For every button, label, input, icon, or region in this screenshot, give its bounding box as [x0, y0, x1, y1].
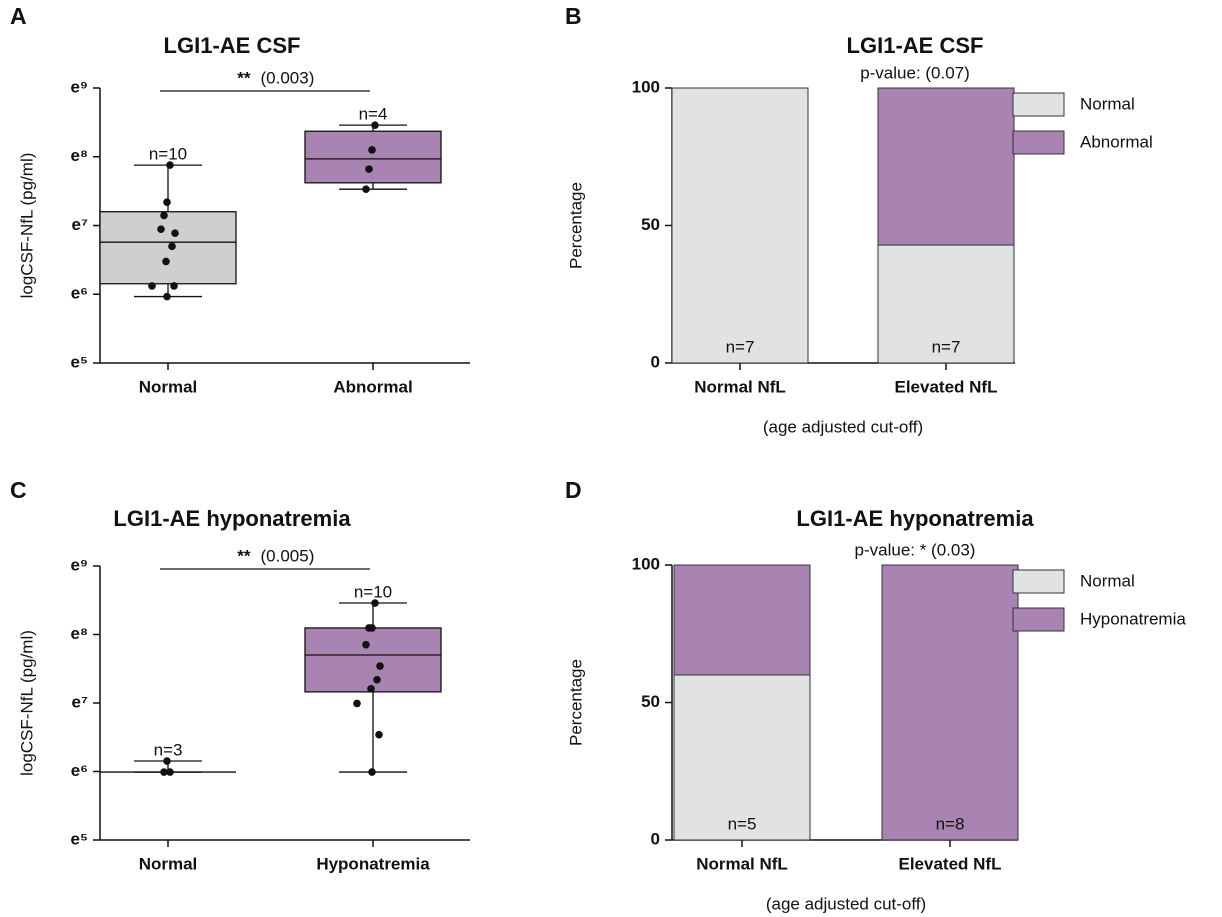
data-point	[166, 768, 174, 776]
chart-title: LGI1-AE hyponatremia	[796, 506, 1034, 531]
bar-segment	[881, 564, 1019, 841]
n-label: n=5	[728, 814, 757, 833]
legend-label: Hyponatremia	[1080, 609, 1186, 628]
x-axis-label: (age adjusted cut-off)	[766, 894, 926, 913]
n-label: n=10	[149, 145, 187, 164]
bar-segment	[671, 87, 809, 364]
y-tick-label: e⁵	[71, 829, 88, 848]
data-point	[168, 242, 176, 251]
x-tick-label: Normal	[139, 854, 198, 873]
data-point	[166, 161, 174, 169]
n-label: n=3	[154, 741, 183, 760]
y-tick-label: 100	[632, 554, 660, 573]
p-value: (0.003)	[261, 68, 315, 87]
data-point	[163, 198, 171, 206]
x-axis-label: (age adjusted cut-off)	[763, 417, 923, 436]
x-tick-label: Normal NfL	[694, 377, 786, 396]
x-tick-label: Normal NfL	[696, 854, 788, 873]
x-tick-label: Elevated NfL	[895, 377, 998, 396]
x-tick-label: Elevated NfL	[899, 854, 1002, 873]
data-point	[162, 257, 170, 266]
y-tick-label: e⁶	[71, 761, 88, 780]
data-point	[157, 225, 165, 233]
bar-segment	[877, 244, 1015, 364]
y-tick-label: 50	[641, 692, 660, 711]
p-value: p-value: * (0.03)	[855, 540, 976, 559]
y-tick-label: e⁵	[71, 352, 88, 371]
box	[304, 627, 442, 693]
p-value: (0.005)	[261, 546, 315, 565]
y-tick-label: 100	[632, 77, 660, 96]
chart-title: LGI1-AE CSF	[847, 33, 984, 58]
legend-swatch	[1012, 92, 1065, 117]
box	[304, 130, 442, 184]
panel-letter: B	[565, 3, 582, 29]
x-tick-label: Normal	[139, 377, 198, 396]
data-point	[373, 675, 381, 684]
y-tick-label: e⁶	[71, 284, 88, 303]
n-label: n=7	[726, 337, 755, 356]
data-point	[160, 211, 168, 220]
data-point	[376, 662, 384, 670]
bar-segment	[673, 564, 811, 676]
data-point	[365, 165, 373, 173]
legend-swatch	[1012, 569, 1065, 594]
y-tick-label: e⁸	[71, 146, 89, 165]
data-point	[367, 684, 375, 693]
significance-stars: **	[237, 546, 251, 565]
data-point	[362, 640, 370, 649]
y-tick-label: 0	[651, 352, 660, 371]
n-label: n=7	[932, 337, 961, 356]
significance-stars: **	[237, 68, 251, 87]
bar-segment	[877, 87, 1015, 246]
data-point	[368, 146, 376, 154]
y-tick-label: e⁸	[71, 624, 89, 643]
legend-label: Normal	[1080, 571, 1135, 590]
y-axis-label: Percentage	[566, 182, 585, 269]
data-point	[365, 624, 373, 632]
n-label: n=10	[354, 583, 392, 602]
x-tick-label: Abnormal	[333, 377, 412, 396]
chart-title: LGI1-AE CSF	[164, 33, 301, 58]
n-label: n=4	[359, 105, 388, 124]
legend-label: Normal	[1080, 94, 1135, 113]
data-point	[163, 292, 171, 301]
legend-label: Abnormal	[1080, 132, 1153, 151]
data-point	[368, 768, 376, 776]
y-tick-label: 0	[651, 829, 660, 848]
y-tick-label: e⁷	[72, 692, 88, 711]
y-tick-label: e⁷	[72, 215, 88, 234]
chart-title: LGI1-AE hyponatremia	[113, 506, 351, 531]
legend-swatch	[1012, 130, 1065, 155]
data-point	[362, 185, 370, 193]
y-axis-label: Percentage	[566, 659, 585, 746]
y-axis-label: logCSF-NfL (pg/ml)	[17, 630, 36, 776]
data-point	[170, 282, 178, 290]
p-value: p-value: (0.07)	[860, 63, 970, 82]
panel-letter: A	[10, 3, 27, 29]
y-tick-label: e⁹	[70, 555, 88, 574]
y-axis-label: logCSF-NfL (pg/ml)	[17, 153, 36, 299]
n-label: n=8	[936, 814, 965, 833]
x-tick-label: Hyponatremia	[316, 854, 430, 873]
data-point	[148, 282, 156, 290]
bar-segment	[673, 674, 811, 841]
legend-swatch	[1012, 607, 1065, 632]
y-tick-label: e⁹	[70, 77, 88, 96]
data-point	[353, 699, 361, 708]
y-tick-label: 50	[641, 215, 660, 234]
panel-letter: C	[10, 477, 27, 503]
data-point	[375, 730, 383, 739]
data-point	[163, 757, 171, 765]
panel-letter: D	[565, 477, 582, 503]
data-point	[171, 229, 179, 238]
data-point	[371, 121, 379, 129]
data-point	[371, 599, 379, 607]
box	[99, 211, 237, 285]
data-point	[160, 768, 168, 776]
